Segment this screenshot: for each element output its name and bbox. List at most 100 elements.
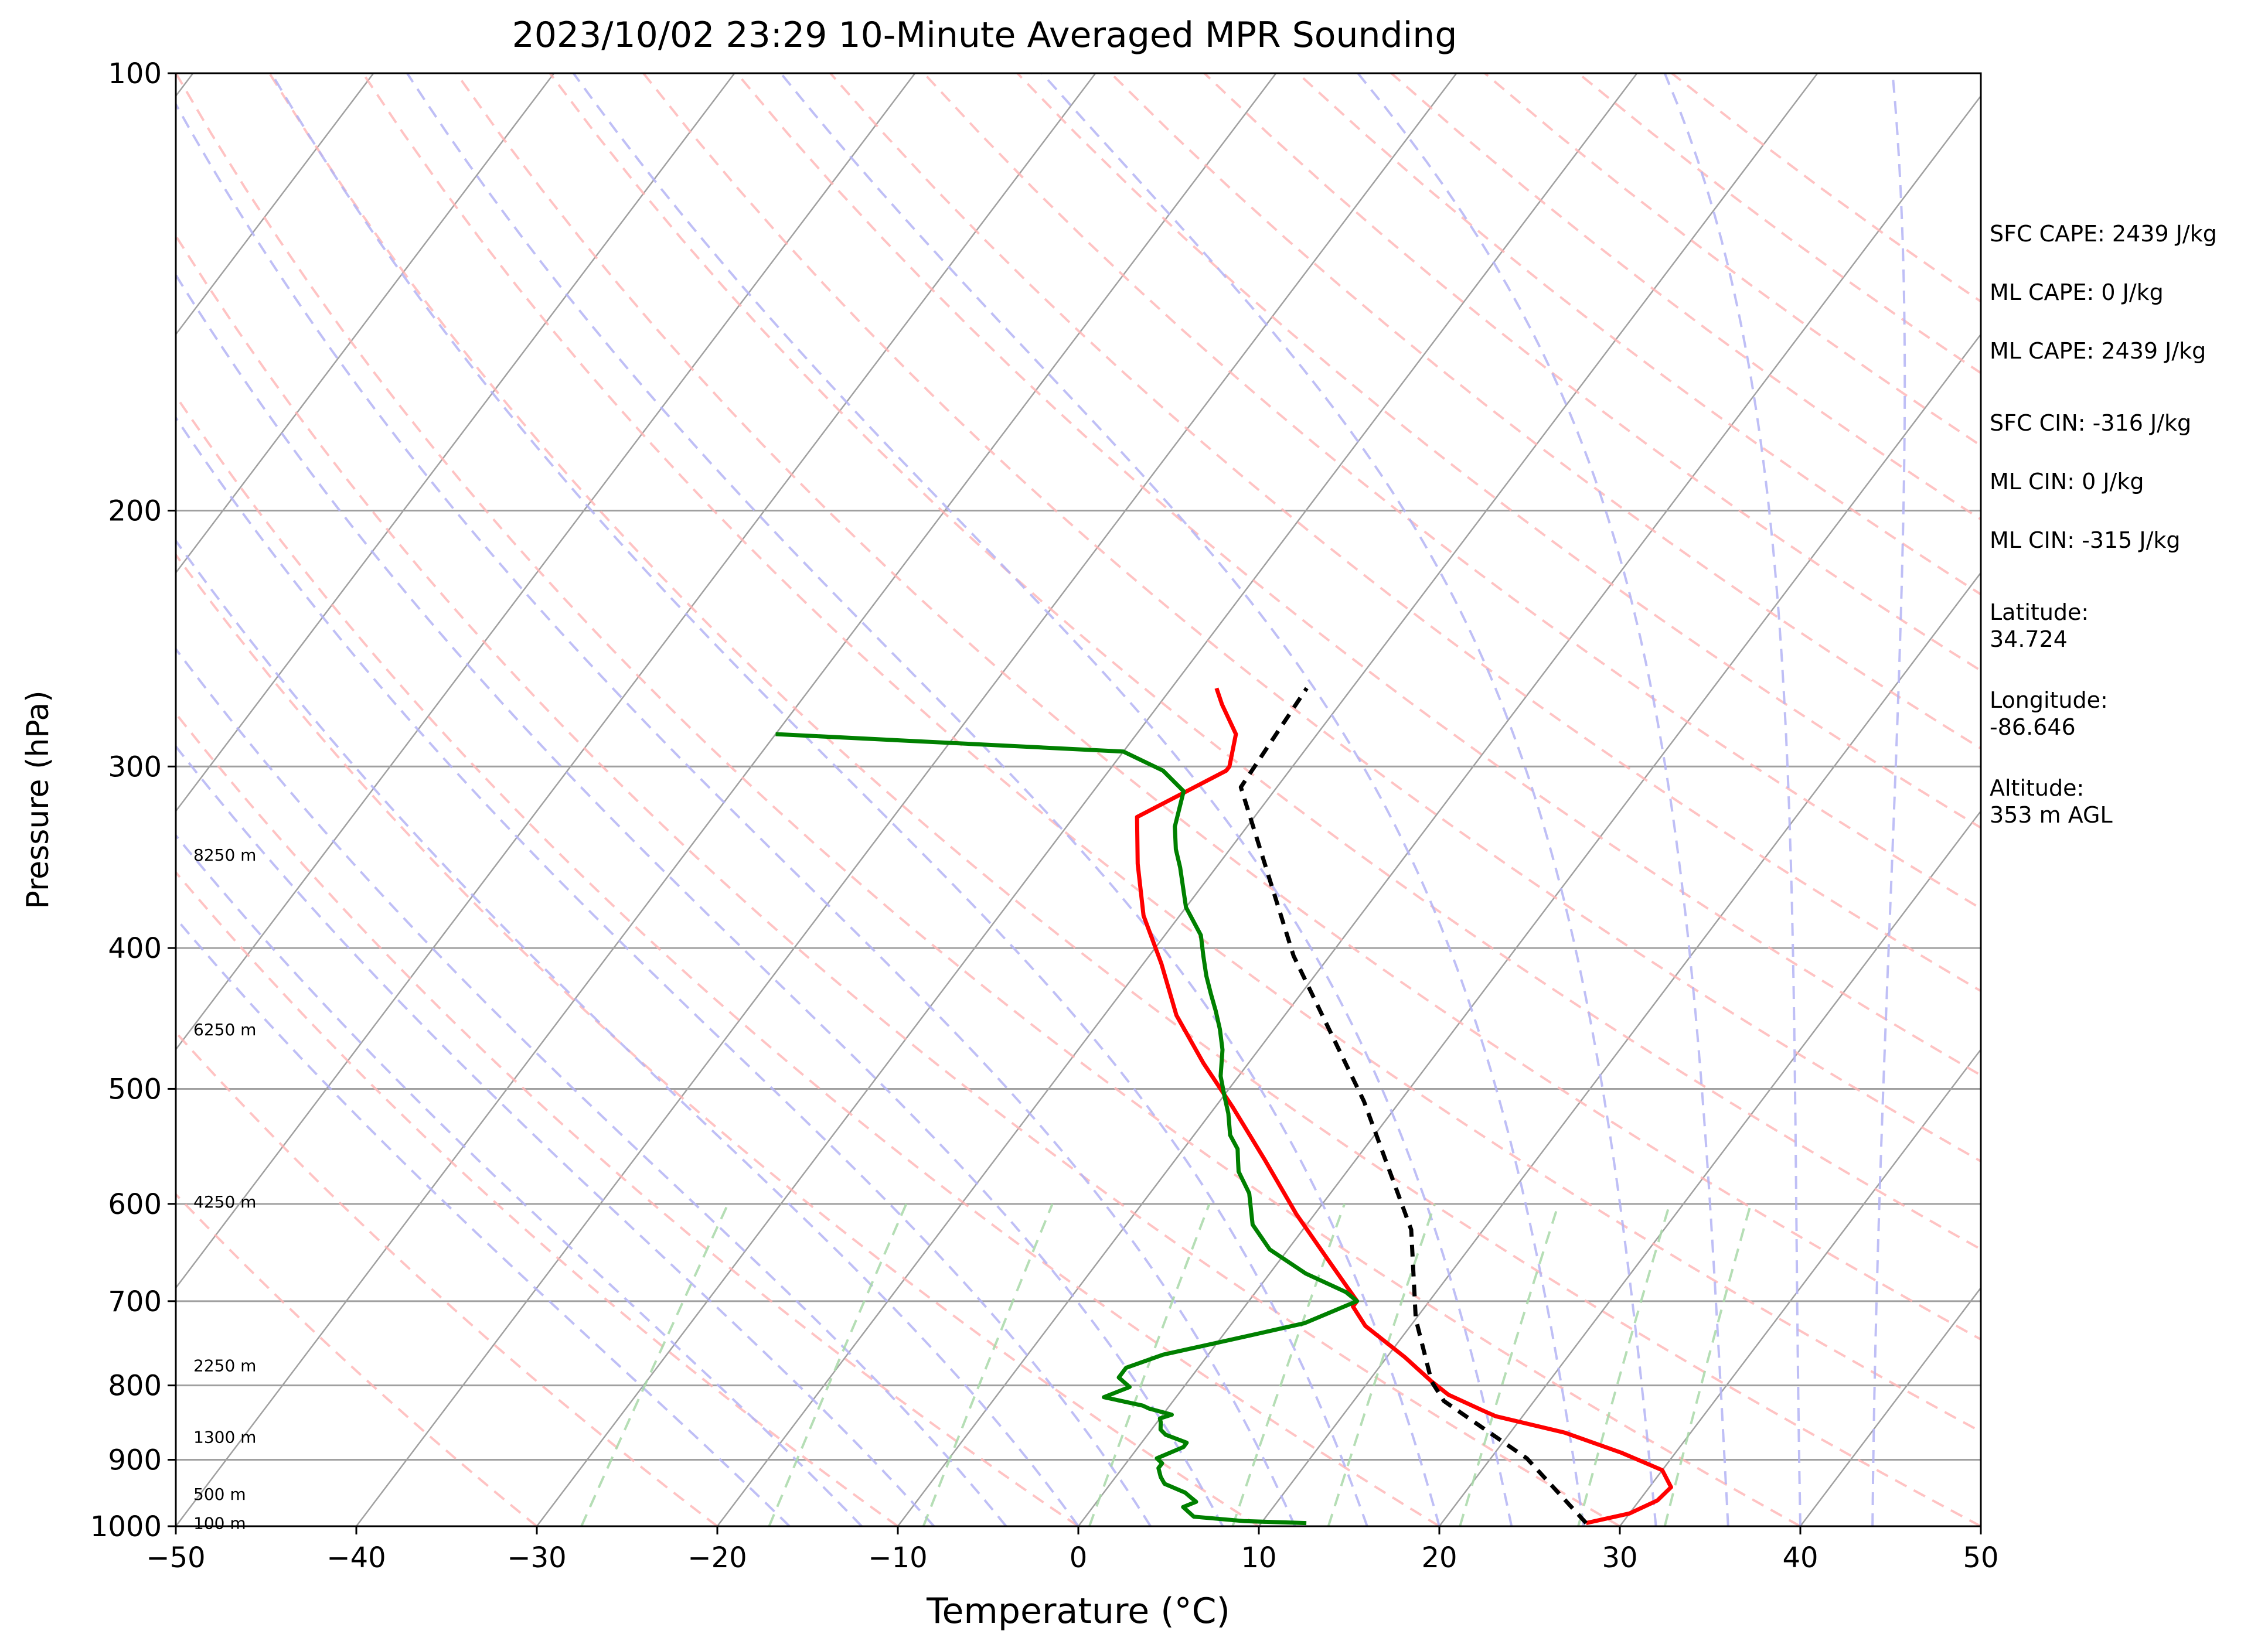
y-tick-label: 300 (108, 751, 162, 783)
height-label: 500 m (193, 1485, 246, 1504)
latitude-label: Latitude: (1990, 599, 2089, 625)
dry-adiabat-line (176, 552, 1260, 1526)
parameter-panel: SFC CAPE: 2439 J/kg ML CAPE: 0 J/kg ML C… (1990, 221, 2217, 828)
isotherm-line (1439, 810, 1981, 1526)
sfc-cin-text: SFC CIN: -316 J/kg (1990, 410, 2191, 436)
x-tick-label: −30 (507, 1541, 566, 1574)
height-label: 4250 m (193, 1192, 256, 1212)
plot-frame (175, 72, 1982, 1527)
height-label: 1300 m (193, 1428, 256, 1447)
background-lines (0, 73, 2268, 1526)
y-axis-label: Pressure (hPa) (21, 691, 56, 909)
mixing-ratio-line (1088, 1203, 1211, 1526)
longitude-label: Longitude: (1990, 687, 2108, 713)
mixing-ratio-line (1459, 1203, 1560, 1526)
dry-adiabat-line (176, 233, 1621, 1526)
y-tick-label: 900 (108, 1444, 162, 1477)
y-tick-label: 800 (108, 1370, 162, 1403)
dry-adiabat-line (176, 1031, 718, 1526)
ml-cin-text: ML CIN: 0 J/kg (1990, 469, 2144, 494)
dewpoint-profile (775, 732, 1360, 1526)
isotherm-line (2161, 73, 2268, 1526)
axes: −50 −40 −30 −20 −10 0 10 20 30 40 50 1000 900 800 700 6… (90, 57, 1999, 1574)
moist-adiabat-line (270, 73, 1368, 1526)
dry-adiabat-line (176, 1192, 538, 1526)
dry-adiabat-line (362, 73, 1981, 1433)
parcel-profile (1238, 687, 1588, 1524)
isotherm-line (536, 73, 1638, 1526)
chart-title: 2023/10/02 23:29 10-Minute Averaged MPR … (512, 15, 1457, 56)
moist-adiabat-line (1041, 73, 1657, 1526)
moist-adiabat-line (572, 73, 1513, 1526)
moist-adiabat-line (176, 101, 1296, 1526)
dry-adiabat-line (176, 870, 899, 1526)
moist-adiabat-line (176, 272, 1224, 1526)
profile-lines (775, 687, 1673, 1526)
height-label: 8250 m (193, 845, 256, 865)
dry-adiabat-line (1016, 73, 1981, 830)
temperature-profile (1135, 687, 1673, 1526)
moist-adiabat-line (1663, 73, 1802, 1526)
isotherm-line (1619, 1048, 1981, 1526)
y-tick-label: 1000 (90, 1510, 162, 1543)
moist-adiabat-line (779, 73, 1585, 1526)
x-tick-label: 20 (1421, 1541, 1457, 1574)
latitude-value: 34.724 (1990, 626, 2068, 652)
moist-adiabat-line (176, 916, 791, 1526)
ml-cape-2-text: ML CAPE: 2439 J/kg (1990, 338, 2206, 364)
mixing-ratio-line (1231, 1203, 1346, 1526)
isotherm-line (0, 73, 12, 1526)
isotherm-line (176, 73, 1096, 1290)
x-tick-label: −40 (326, 1541, 386, 1574)
isotherm-line (176, 73, 555, 574)
moist-adiabat-line (406, 73, 1441, 1526)
height-label: 100 m (193, 1514, 246, 1533)
altitude-value: 353 m AGL (1990, 802, 2113, 828)
dry-adiabat-line (735, 73, 1981, 1077)
dry-adiabat-line (176, 394, 1441, 1526)
isotherm-line (176, 73, 1277, 1526)
isotherm-line (1258, 571, 1981, 1526)
x-tick-label: 40 (1782, 1541, 1818, 1574)
moist-adiabat-line (176, 415, 1152, 1526)
dry-adiabat-line (455, 73, 1981, 1341)
mixing-ratio-line (1327, 1203, 1436, 1526)
dry-adiabat-line (1203, 73, 1981, 673)
dry-adiabat-line (922, 73, 1981, 910)
dry-adiabat-line (549, 73, 1981, 1251)
moist-adiabat-line (176, 647, 1007, 1526)
y-tick-label: 500 (108, 1073, 162, 1106)
moist-adiabat-line (1871, 73, 1906, 1526)
y-tick-label: 700 (108, 1285, 162, 1318)
isotherm-line (176, 73, 735, 813)
dry-adiabat-line (642, 73, 1981, 1163)
isotherm-line (176, 73, 916, 1051)
x-tick-label: 30 (1602, 1541, 1637, 1574)
y-tick-label: 400 (108, 932, 162, 965)
mixing-ratio-line (1663, 1203, 1752, 1526)
x-tick-label: −50 (146, 1541, 205, 1574)
longitude-value: -86.646 (1990, 714, 2076, 740)
dry-adiabat-line (176, 73, 1801, 1526)
dry-adiabat-line (176, 711, 1079, 1526)
x-axis-label: Temperature (°C) (926, 1591, 1230, 1632)
y-tick-label: 200 (108, 495, 162, 528)
x-tick-label: −20 (687, 1541, 747, 1574)
x-tick-label: −10 (868, 1541, 927, 1574)
y-tick-label: 100 (108, 57, 162, 90)
isotherm-line (356, 73, 1457, 1526)
height-label: 6250 m (193, 1020, 256, 1039)
mixing-ratio-line (580, 1203, 730, 1526)
sfc-cape-text: SFC CAPE: 2439 J/kg (1990, 221, 2217, 247)
y-tick-label: 600 (108, 1188, 162, 1221)
isotherm-line (897, 94, 1981, 1526)
dry-adiabat-line (268, 73, 1981, 1526)
height-label: 2250 m (193, 1356, 256, 1375)
dry-adiabat-line (1109, 73, 1981, 750)
mixing-ratio-line (1577, 1203, 1671, 1526)
moist-adiabat-line (176, 744, 935, 1526)
mixing-ratio-line (922, 1203, 1054, 1526)
ml-cin-2-text: ML CIN: -315 J/kg (1990, 527, 2181, 553)
isotherm-line (176, 73, 374, 336)
